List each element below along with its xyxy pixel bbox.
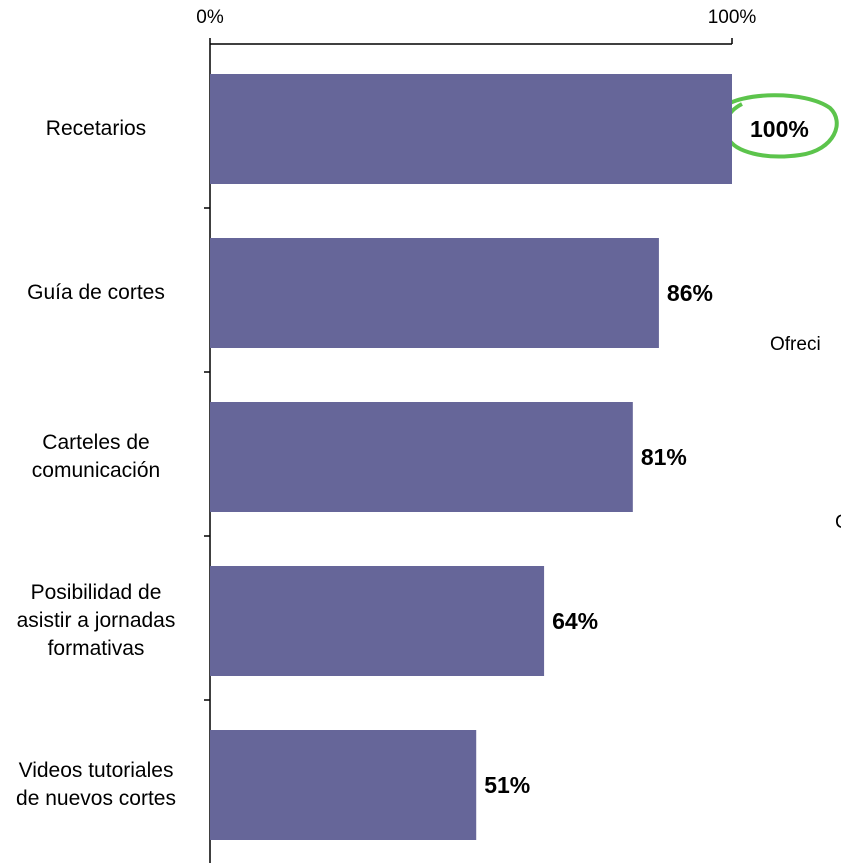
bar	[210, 730, 477, 840]
value-label: 100%	[750, 116, 809, 142]
annotation: Ofreci	[770, 334, 821, 355]
value-label: 86%	[667, 280, 713, 306]
y-tick-label: Recetarios	[45, 117, 147, 140]
y-tick-label: Carteles de comunicación	[31, 431, 161, 482]
x-tick-label: 100%	[708, 7, 757, 28]
bar	[210, 402, 633, 512]
bar	[210, 74, 732, 184]
annotation: C	[835, 512, 841, 533]
x-tick-label: 0%	[196, 7, 224, 28]
bar	[210, 238, 659, 348]
y-tick-label: Videos tutoriales de nuevos cortes	[16, 759, 176, 810]
bar	[210, 566, 545, 676]
value-label: 51%	[484, 772, 530, 798]
y-tick-label: Posibilidad de asistir a jornadas format…	[16, 581, 176, 660]
value-label: 64%	[552, 608, 598, 634]
y-tick-label: Guía de cortes	[27, 281, 165, 304]
value-label: 81%	[641, 444, 687, 470]
